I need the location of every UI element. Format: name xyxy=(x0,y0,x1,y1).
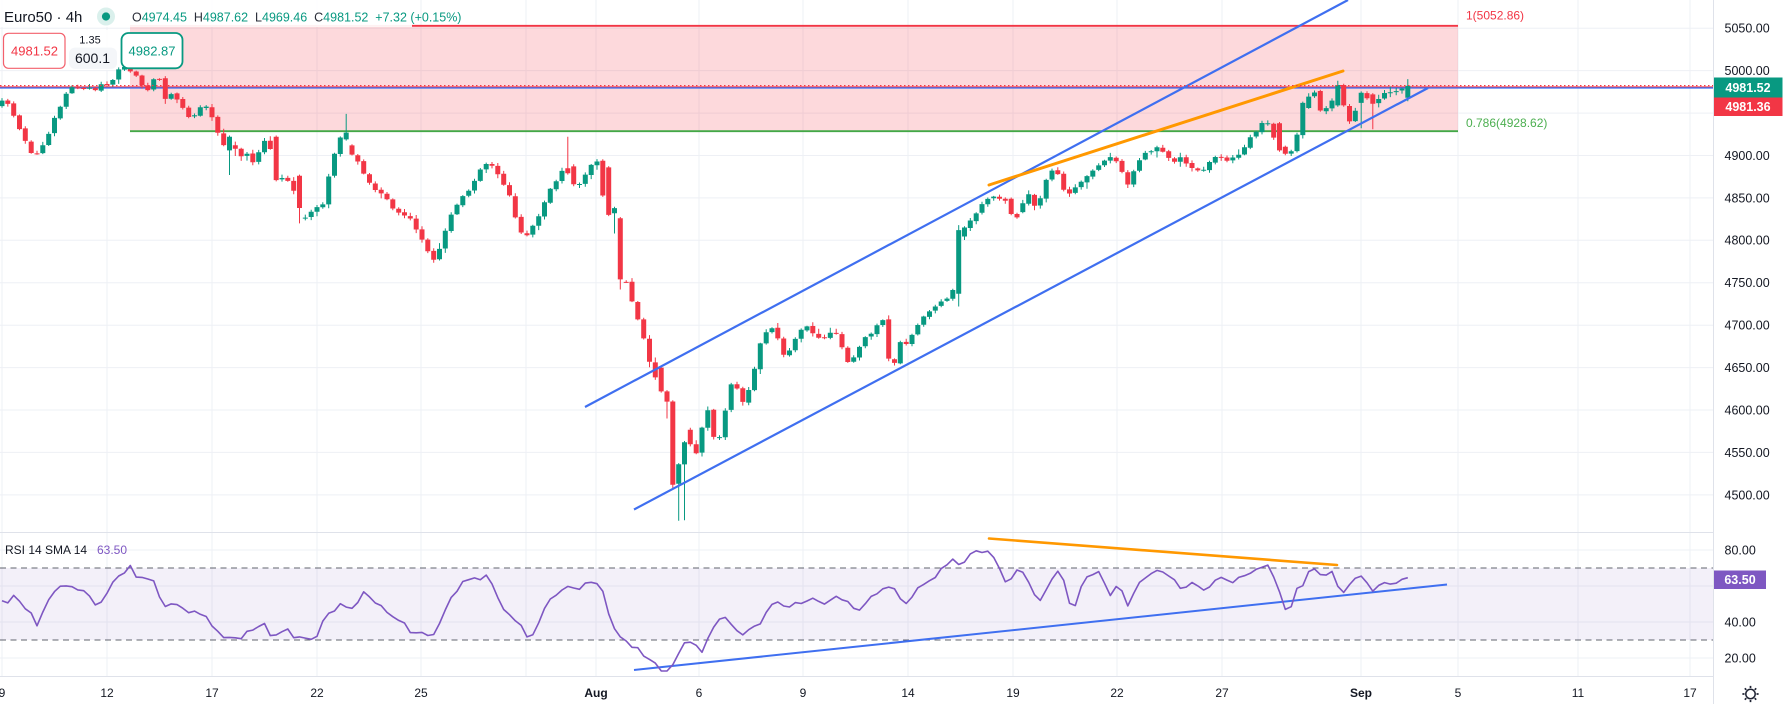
svg-text:4600.00: 4600.00 xyxy=(1725,403,1770,417)
svg-text:11: 11 xyxy=(1572,686,1585,700)
svg-text:600.1: 600.1 xyxy=(75,50,110,66)
svg-text:4982.87: 4982.87 xyxy=(129,44,176,59)
svg-text:6: 6 xyxy=(696,686,703,700)
svg-text:1(5052.86): 1(5052.86) xyxy=(1466,9,1524,23)
svg-text:27: 27 xyxy=(1215,686,1229,700)
svg-text:4650.00: 4650.00 xyxy=(1725,361,1770,375)
svg-text:19: 19 xyxy=(1006,686,1020,700)
svg-text:4981.52: 4981.52 xyxy=(11,44,58,59)
svg-text:Aug: Aug xyxy=(584,686,607,700)
svg-text:9: 9 xyxy=(800,686,807,700)
svg-text:22: 22 xyxy=(310,686,324,700)
svg-text:80.00: 80.00 xyxy=(1725,543,1756,557)
svg-text:4550.00: 4550.00 xyxy=(1725,446,1770,460)
svg-text:5050.00: 5050.00 xyxy=(1725,22,1770,36)
svg-text:4981.52: 4981.52 xyxy=(1725,81,1770,95)
svg-text:RSI 14 SMA 14: RSI 14 SMA 14 xyxy=(5,543,87,557)
svg-text:40.00: 40.00 xyxy=(1725,615,1756,629)
svg-text:5000.00: 5000.00 xyxy=(1725,64,1770,78)
svg-text:Sep: Sep xyxy=(1350,686,1372,700)
svg-text:0.786(4928.62): 0.786(4928.62) xyxy=(1466,116,1547,130)
svg-text:17: 17 xyxy=(205,686,219,700)
svg-text:4700.00: 4700.00 xyxy=(1725,319,1770,333)
svg-text:4500.00: 4500.00 xyxy=(1725,488,1770,502)
svg-text:4850.00: 4850.00 xyxy=(1725,191,1770,205)
svg-text:5: 5 xyxy=(1455,686,1462,700)
svg-text:4900.00: 4900.00 xyxy=(1725,149,1770,163)
svg-text:9: 9 xyxy=(0,686,6,700)
svg-text:4750.00: 4750.00 xyxy=(1725,276,1770,290)
svg-text:14: 14 xyxy=(901,686,915,700)
svg-text:17: 17 xyxy=(1683,686,1697,700)
svg-text:Euro50 · 4h: Euro50 · 4h xyxy=(4,9,82,26)
svg-text:4981.36: 4981.36 xyxy=(1725,100,1770,114)
svg-text:22: 22 xyxy=(1110,686,1124,700)
svg-text:63.50: 63.50 xyxy=(97,543,127,557)
svg-text:4800.00: 4800.00 xyxy=(1725,234,1770,248)
svg-text:63.50: 63.50 xyxy=(1724,573,1755,587)
svg-text:20.00: 20.00 xyxy=(1725,651,1756,665)
svg-text:O4974.45 H4987.62 L4969.46: O4974.45 H4987.62 L4969.46 C4981.52 +7.3… xyxy=(132,11,461,25)
svg-text:25: 25 xyxy=(414,686,428,700)
svg-text:1.35: 1.35 xyxy=(79,34,100,46)
svg-text:12: 12 xyxy=(100,686,114,700)
